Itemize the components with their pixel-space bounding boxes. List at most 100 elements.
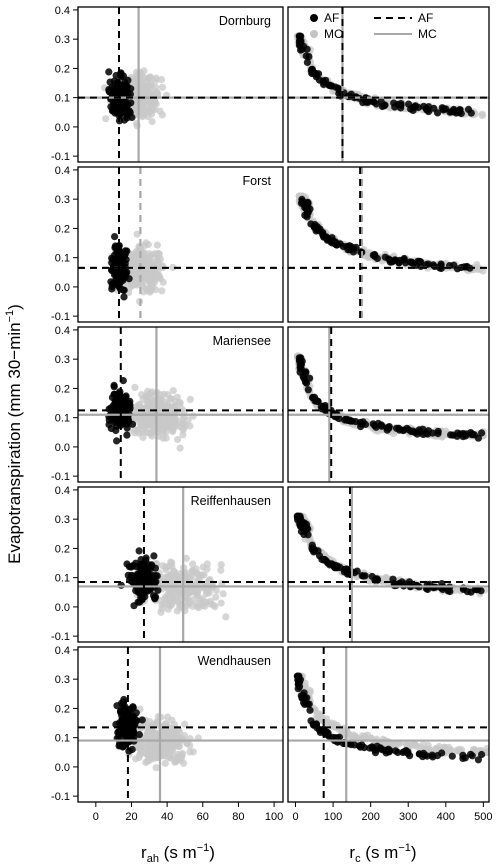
x-tick-label: 100 xyxy=(265,811,283,823)
x-tick-label: 300 xyxy=(399,811,417,823)
y-tick-label: 0.4 xyxy=(55,165,70,177)
panel-frame xyxy=(77,6,284,163)
mc-point xyxy=(222,613,230,621)
mc-point xyxy=(133,122,141,130)
af-point xyxy=(392,747,400,755)
af-point xyxy=(453,432,461,440)
mc-point xyxy=(174,435,182,444)
x-axis-title-rah-base: r xyxy=(141,843,147,862)
mc-point xyxy=(167,753,175,761)
mc-point xyxy=(432,745,440,753)
mc-point xyxy=(193,602,201,610)
mc-point xyxy=(181,720,189,728)
x-tick-label: 0 xyxy=(292,811,298,823)
af-point xyxy=(400,256,408,264)
y-tick-label: 0.1 xyxy=(55,733,70,745)
y-tick-label: -0.1 xyxy=(51,151,70,163)
mc-point xyxy=(146,283,154,291)
af-point xyxy=(462,430,470,438)
mc-point xyxy=(177,756,185,764)
y-tick-label: 0.0 xyxy=(55,442,70,454)
mc-point xyxy=(154,249,163,257)
af-point xyxy=(399,748,407,757)
y-tick-label: 0.0 xyxy=(55,762,70,774)
af-point xyxy=(344,92,352,101)
af-point xyxy=(353,567,361,575)
mc-point xyxy=(146,271,154,279)
y-tick-label: 0.1 xyxy=(55,253,70,265)
mc-point xyxy=(184,416,192,424)
af-point xyxy=(415,257,424,265)
af-point xyxy=(124,417,132,425)
af-point xyxy=(296,514,305,522)
y-axis-title-close: ) xyxy=(5,304,24,310)
af-point xyxy=(151,593,160,601)
mc-point xyxy=(131,383,139,391)
x-axis-title-rc-close: ) xyxy=(411,843,417,862)
af-point xyxy=(295,38,303,46)
mc-point xyxy=(102,115,110,123)
x-tick-label: 200 xyxy=(361,811,379,823)
af-point xyxy=(325,81,333,89)
af-point xyxy=(112,426,120,435)
af-point xyxy=(296,357,304,365)
site-label: Dornburg xyxy=(219,14,271,28)
af-point xyxy=(153,572,161,580)
mc-point xyxy=(152,83,160,91)
y-tick-label: -0.1 xyxy=(51,631,70,643)
y-tick-label: 0.3 xyxy=(55,514,70,526)
x-axis-titles: rah (s m−1) rc (s m−1) xyxy=(141,842,417,865)
y-tick-label: 0.3 xyxy=(55,354,70,366)
mc-point xyxy=(157,418,165,427)
af-point xyxy=(419,753,427,761)
mc-point xyxy=(196,572,205,581)
mc-point xyxy=(140,742,148,750)
y-tick-label: 0.3 xyxy=(55,34,70,46)
af-point xyxy=(328,234,336,242)
panel-reiffenhausen-rah: -0.1 0.0 0.1 0.2 0.3 0.4 Reiffenhausen xyxy=(51,485,284,643)
af-point xyxy=(107,278,115,286)
af-point xyxy=(395,424,403,432)
af-point xyxy=(145,578,153,586)
mc-point xyxy=(169,427,177,436)
mc-point xyxy=(180,407,188,416)
panel-grid: -0.1 0.0 0.1 0.2 0.3 0.4 Dornburg -0.1 0.0 0.1 0.2… xyxy=(51,5,493,823)
y-tick-label: -0.1 xyxy=(51,311,70,323)
mc-point xyxy=(179,431,187,439)
af-point xyxy=(138,716,146,724)
points-layer xyxy=(117,547,230,621)
af-point xyxy=(477,587,485,595)
af-point xyxy=(381,253,389,261)
af-point xyxy=(434,427,442,435)
mc-point xyxy=(139,73,147,81)
mc-point xyxy=(152,74,160,82)
mc-point xyxy=(157,608,165,616)
x-axis-title-rah-close: ) xyxy=(209,843,215,862)
af-point xyxy=(437,262,445,270)
mc-point xyxy=(135,753,143,762)
mc-point xyxy=(136,400,144,408)
mc-point xyxy=(175,727,183,735)
af-point xyxy=(111,102,119,110)
af-point xyxy=(430,104,438,112)
af-point xyxy=(120,730,129,738)
mc-point xyxy=(165,601,173,609)
af-point xyxy=(391,103,399,111)
mc-point xyxy=(153,241,161,249)
mc-point xyxy=(162,566,170,574)
af-point xyxy=(478,750,486,759)
y-tick-label: 0.4 xyxy=(55,325,70,337)
mc-point xyxy=(139,83,147,91)
panel-frame xyxy=(287,166,490,323)
af-point xyxy=(425,108,433,116)
mc-point xyxy=(158,287,166,295)
y-tick-label: 0.1 xyxy=(55,413,70,425)
y-tick-label: 0.0 xyxy=(55,282,70,294)
y-axis-title-main: Evapotranspiration (mm 30−min xyxy=(5,322,24,563)
af-point xyxy=(303,58,311,66)
mc-point xyxy=(186,748,194,756)
x-axis-title-rc: rc (s m−1) xyxy=(349,842,416,865)
panel-reiffenhausen-rc xyxy=(287,486,490,643)
af-point xyxy=(125,107,133,115)
af-point xyxy=(301,369,309,377)
